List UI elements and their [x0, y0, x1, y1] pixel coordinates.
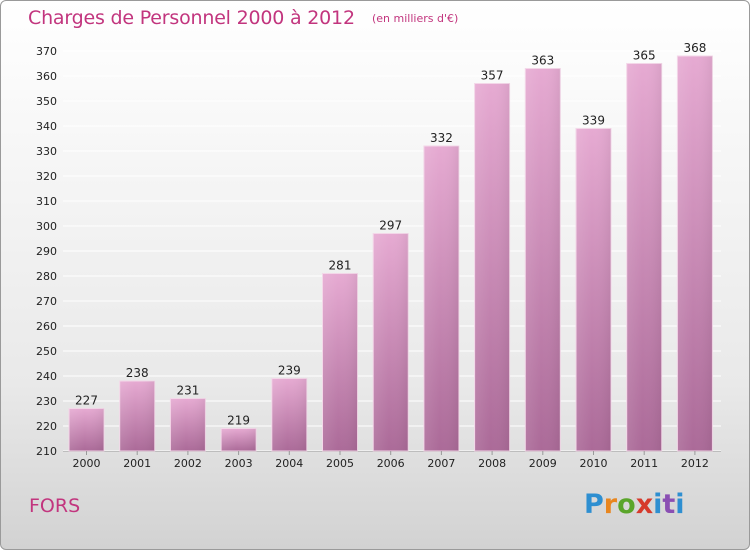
chart-subtitle: (en milliers d'€) — [372, 12, 459, 25]
data-label: 363 — [531, 54, 554, 68]
data-label: 357 — [481, 69, 504, 83]
logo-letter: i — [653, 489, 663, 520]
bar-shade — [170, 398, 206, 451]
y-tick-label: 330 — [36, 145, 57, 158]
y-tick-label: 320 — [36, 170, 57, 183]
data-label: 332 — [430, 131, 453, 145]
x-tick-label: 2004 — [275, 457, 303, 470]
y-tick-label: 280 — [36, 270, 57, 283]
data-label: 297 — [379, 219, 402, 233]
bar-shade — [221, 428, 257, 451]
bar-shade — [626, 63, 662, 451]
x-tick-label: 2005 — [326, 457, 354, 470]
bar-shade — [525, 68, 561, 451]
proxiti-logo: Proxiti — [584, 489, 685, 520]
logo-letter: r — [603, 489, 618, 520]
y-tick-label: 360 — [36, 70, 57, 83]
data-label: 219 — [227, 414, 250, 428]
y-tick-label: 370 — [36, 45, 57, 58]
x-tick-label: 2000 — [73, 457, 101, 470]
x-tick-label: 2003 — [225, 457, 253, 470]
x-tick-label: 2008 — [478, 457, 506, 470]
y-tick-label: 270 — [36, 295, 57, 308]
data-label: 368 — [683, 41, 706, 55]
logo-letter: o — [617, 489, 636, 520]
logo-letter: t — [662, 489, 676, 520]
y-tick-label: 210 — [36, 445, 57, 458]
logo-letter: x — [635, 489, 654, 520]
y-tick-label: 290 — [36, 245, 57, 258]
chart-title: Charges de Personnel 2000 à 2012 — [28, 7, 355, 29]
y-tick-label: 250 — [36, 345, 57, 358]
y-tick-label: 220 — [36, 420, 57, 433]
y-tick-label: 350 — [36, 95, 57, 108]
x-tick-label: 2006 — [377, 457, 405, 470]
data-labels: 227 238 231 219 239 281 297 332 357 363 339 365 368 — [75, 41, 706, 428]
bar-shade — [69, 408, 104, 451]
x-tick-label: 2010 — [580, 457, 608, 470]
data-label: 227 — [75, 394, 98, 408]
bar-shade — [474, 83, 510, 451]
x-tick-label: 2001 — [123, 457, 151, 470]
bar-shade — [373, 233, 409, 451]
y-axis: 210 220 230 240 250 260 270 280 290 300 310 320 330 3… — [36, 45, 57, 458]
logo-letter: i — [675, 489, 685, 520]
data-label: 239 — [278, 364, 301, 378]
y-tick-label: 240 — [36, 370, 57, 383]
bar-shade — [423, 146, 459, 451]
bar-shade — [119, 381, 155, 451]
y-tick-label: 310 — [36, 195, 57, 208]
bar-shade — [677, 56, 713, 451]
data-label: 339 — [582, 114, 605, 128]
data-label: 365 — [633, 49, 656, 63]
y-tick-label: 300 — [36, 220, 57, 233]
x-tick-label: 2011 — [630, 457, 658, 470]
data-label: 231 — [176, 384, 199, 398]
logo-letter: P — [584, 489, 604, 520]
y-tick-label: 230 — [36, 395, 57, 408]
y-tick-label: 260 — [36, 320, 57, 333]
bar-shade — [271, 378, 307, 451]
x-axis: 2000 2001 2002 2003 2004 2005 2006 2007 2008 2009… — [73, 451, 709, 470]
bar-shade — [322, 273, 358, 451]
x-tick-label: 2012 — [681, 457, 709, 470]
x-tick-label: 2009 — [529, 457, 557, 470]
x-tick-label: 2007 — [427, 457, 455, 470]
town-name: FORS — [29, 495, 81, 517]
bar-shade — [576, 128, 611, 451]
y-tick-label: 340 — [36, 120, 57, 133]
data-label: 238 — [126, 366, 149, 380]
bars — [68, 55, 713, 452]
x-tick-label: 2002 — [174, 457, 202, 470]
data-label: 281 — [329, 259, 352, 273]
